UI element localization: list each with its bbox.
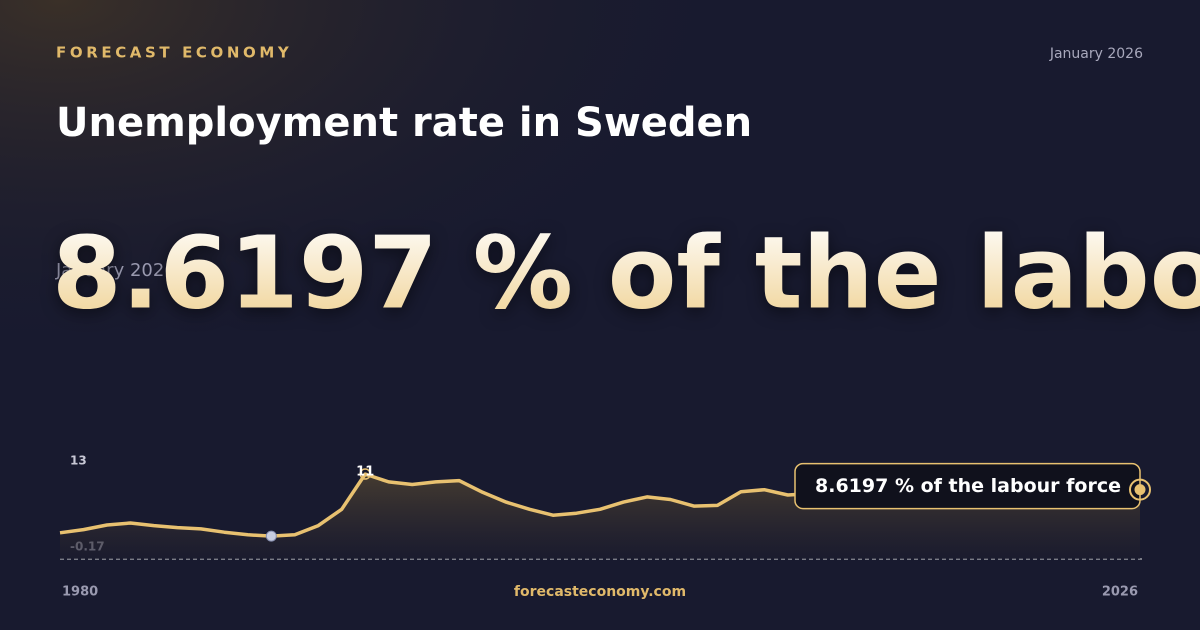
brand: FORECAST ECONOMY (56, 44, 292, 62)
x-tick-label: 1980 (62, 585, 98, 600)
y-tick-label: 13 (70, 454, 87, 468)
date-sub: January 2026 (55, 260, 176, 281)
max-marker (359, 468, 371, 480)
headline: 8.6197 % of the labour force (52, 214, 1200, 331)
chart-title: Unemployment rate in Sweden (56, 100, 752, 146)
peak-label: 11 (356, 465, 374, 480)
date: January 2026 (1049, 46, 1143, 62)
chart: -0.171319802026118.6197 % of the labour … (59, 454, 1151, 600)
end-marker-ring (1129, 478, 1151, 501)
end-marker (1134, 484, 1146, 496)
min-marker (265, 530, 277, 542)
x-tick-label: 2026 (1102, 585, 1138, 600)
area (60, 474, 1140, 559)
callout-label: 8.6197 % of the labour force (815, 475, 1121, 497)
site: forecasteconomy.com (514, 584, 686, 600)
